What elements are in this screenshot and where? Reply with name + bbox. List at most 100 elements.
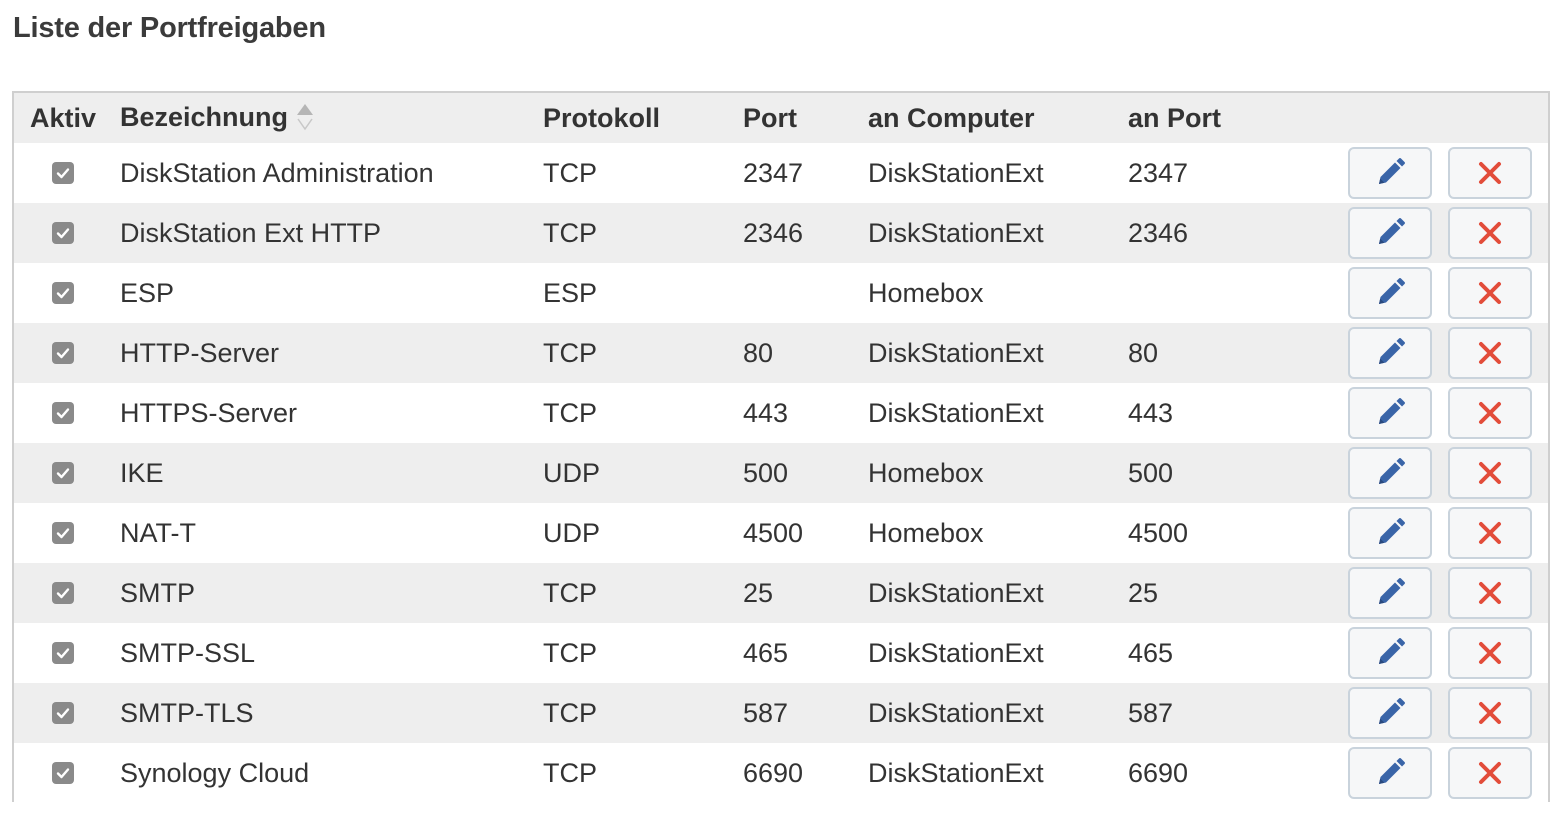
sort-icon[interactable] [296,102,314,132]
cell-aktiv [14,683,120,743]
cell-an-computer: DiskStationExt [868,577,1044,608]
checkmark-icon [56,588,70,599]
cell-protokoll: ESP [543,277,598,308]
cell-port: 4500 [743,517,804,548]
cell-actions [1348,143,1548,203]
aktiv-checkbox[interactable] [52,342,74,364]
table-header-row: Aktiv Bezeichnung Protokoll Port an Comp… [14,93,1548,143]
cell-port: 443 [743,397,789,428]
cell-bezeichnung: DiskStation Administration [120,157,434,188]
cell-protokoll: TCP [543,637,597,668]
delete-button[interactable] [1448,147,1532,199]
cell-port: 6690 [743,757,804,788]
checkmark-icon [56,288,70,299]
cell-protokoll: TCP [543,577,597,608]
table-row: SMTP-SSL TCP 465 DiskStationExt 465 [14,623,1548,683]
cell-aktiv [14,443,120,503]
delete-button[interactable] [1448,207,1532,259]
checkmark-icon [56,648,70,659]
edit-button[interactable] [1348,207,1432,259]
edit-button[interactable] [1348,507,1432,559]
cell-port: 500 [743,457,789,488]
cell-port [743,263,868,323]
cell-port: 25 [743,577,774,608]
close-icon [1479,522,1501,544]
checkmark-icon [56,528,70,539]
cell-aktiv [14,383,120,443]
cell-protokoll: TCP [543,337,597,368]
cell-protokoll: UDP [543,517,601,548]
cell-actions [1348,383,1548,443]
edit-button[interactable] [1348,447,1432,499]
cell-an-computer: DiskStationExt [868,337,1044,368]
edit-button[interactable] [1348,267,1432,319]
edit-button[interactable] [1348,747,1432,799]
delete-button[interactable] [1448,267,1532,319]
cell-bezeichnung: SMTP [120,577,196,608]
aktiv-checkbox[interactable] [52,222,74,244]
pencil-icon [1379,518,1405,544]
delete-button[interactable] [1448,327,1532,379]
edit-button[interactable] [1348,147,1432,199]
cell-port: 465 [743,637,789,668]
delete-button[interactable] [1448,387,1532,439]
aktiv-checkbox[interactable] [52,462,74,484]
column-header-actions [1348,93,1548,143]
delete-button[interactable] [1448,507,1532,559]
cell-an-computer: DiskStationExt [868,397,1044,428]
pencil-icon [1379,158,1405,184]
cell-bezeichnung: SMTP-SSL [120,637,256,668]
close-icon [1479,282,1501,304]
delete-button[interactable] [1448,447,1532,499]
cell-an-computer: DiskStationExt [868,697,1044,728]
column-header-bezeichnung[interactable]: Bezeichnung [120,93,543,143]
cell-aktiv [14,503,120,563]
cell-an-port: 6690 [1128,757,1189,788]
delete-button[interactable] [1448,567,1532,619]
cell-aktiv [14,323,120,383]
cell-aktiv [14,623,120,683]
table-row: Synology Cloud TCP 6690 DiskStationExt 6… [14,743,1548,803]
cell-aktiv [14,743,120,803]
cell-an-computer: DiskStationExt [868,757,1044,788]
delete-button[interactable] [1448,747,1532,799]
pencil-icon [1379,338,1405,364]
cell-bezeichnung: DiskStation Ext HTTP [120,217,382,248]
cell-an-port [1128,263,1348,323]
aktiv-checkbox[interactable] [52,702,74,724]
aktiv-checkbox[interactable] [52,642,74,664]
aktiv-checkbox[interactable] [52,522,74,544]
aktiv-checkbox[interactable] [52,402,74,424]
cell-actions [1348,443,1548,503]
cell-an-port: 443 [1128,397,1174,428]
table-row: HTTPS-Server TCP 443 DiskStationExt 443 [14,383,1548,443]
aktiv-checkbox[interactable] [52,162,74,184]
close-icon [1479,222,1501,244]
edit-button[interactable] [1348,567,1432,619]
cell-actions [1348,203,1548,263]
delete-button[interactable] [1448,627,1532,679]
cell-actions [1348,683,1548,743]
checkmark-icon [56,768,70,779]
close-icon [1479,762,1501,784]
aktiv-checkbox[interactable] [52,582,74,604]
edit-button[interactable] [1348,387,1432,439]
cell-an-computer: DiskStationExt [868,157,1044,188]
delete-button[interactable] [1448,687,1532,739]
aktiv-checkbox[interactable] [52,762,74,784]
close-icon [1479,642,1501,664]
aktiv-checkbox[interactable] [52,282,74,304]
pencil-icon [1379,398,1405,424]
cell-actions [1348,743,1548,803]
cell-actions [1348,323,1548,383]
edit-button[interactable] [1348,687,1432,739]
edit-button[interactable] [1348,327,1432,379]
cell-an-computer: Homebox [868,457,984,488]
cell-an-port: 500 [1128,457,1174,488]
cell-protokoll: UDP [543,457,601,488]
port-table: Aktiv Bezeichnung Protokoll Port an Comp… [14,93,1548,803]
checkmark-icon [56,468,70,479]
table-row: DiskStation Ext HTTP TCP 2346 DiskStatio… [14,203,1548,263]
cell-port: 80 [743,337,774,368]
edit-button[interactable] [1348,627,1432,679]
